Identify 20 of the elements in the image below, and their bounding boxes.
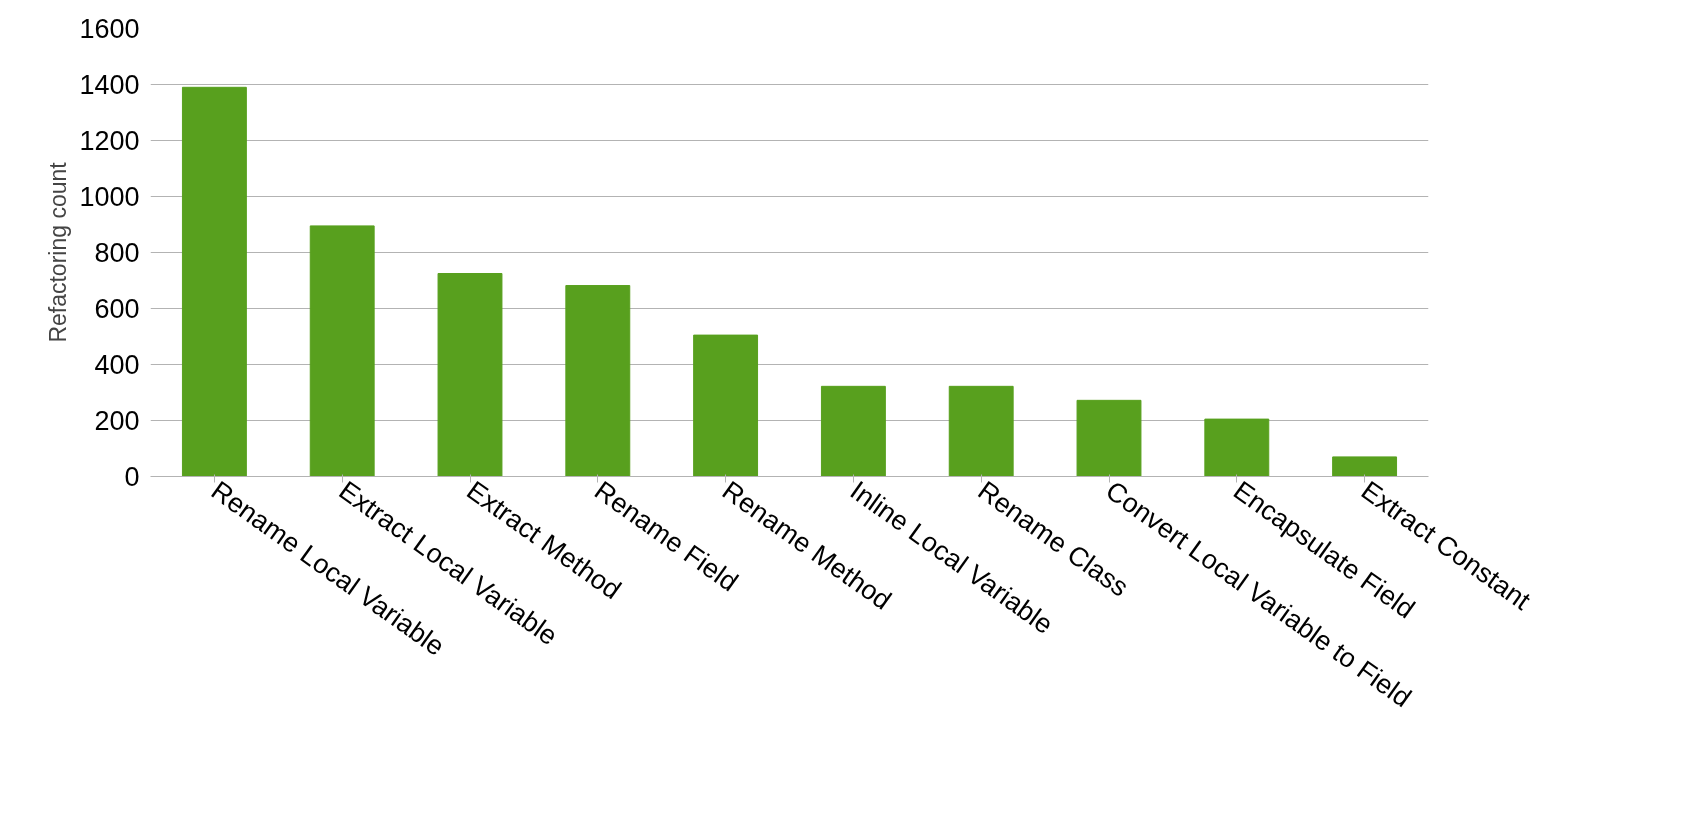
bar: [948, 385, 1014, 477]
y-tick-label: 1200: [79, 126, 140, 156]
y-tick-label: 400: [94, 350, 140, 380]
bar: [181, 86, 247, 477]
bar: [309, 225, 375, 477]
y-axis-title: Refactoring count: [45, 161, 72, 343]
y-tick-label: 1400: [79, 70, 140, 100]
y-tick-label: 200: [94, 406, 140, 436]
bar: [1076, 399, 1142, 477]
y-tick-label: 1000: [79, 182, 140, 212]
y-tick-label: 800: [94, 238, 140, 268]
bar: [693, 334, 759, 477]
bar: [565, 285, 631, 477]
bar: [1204, 418, 1270, 477]
bar: [820, 385, 886, 477]
y-tick-label: 1600: [79, 14, 140, 44]
y-tick-label: 0: [124, 462, 140, 492]
bar: [1332, 456, 1398, 477]
y-tick-label: 600: [94, 294, 140, 324]
bar: [437, 273, 503, 477]
